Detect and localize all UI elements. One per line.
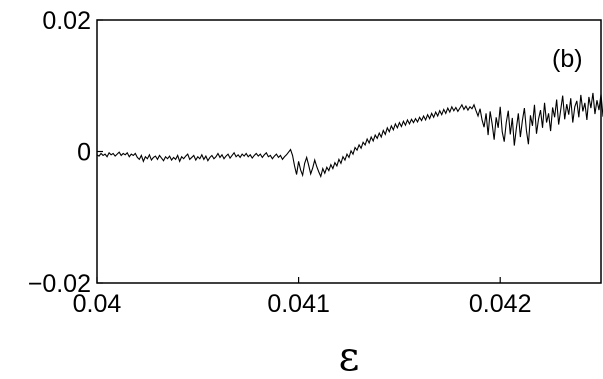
y-tick-label: 0.02 — [42, 7, 91, 35]
panel-label: (b) — [552, 45, 583, 73]
y-tick-label: 0 — [77, 139, 91, 167]
tick-labels: 0.04 0.041 0.042 0.02 0 −0.02 — [28, 7, 532, 318]
x-tick-label: 0.042 — [469, 290, 532, 318]
x-tick-label: 0.04 — [73, 290, 122, 318]
ticks — [96, 19, 501, 284]
y-tick-label: −0.02 — [28, 270, 91, 298]
series-line — [96, 92, 603, 179]
x-axis-label: ε — [339, 334, 360, 379]
x-tick-label: 0.041 — [267, 290, 330, 318]
plot-frame — [96, 19, 602, 284]
